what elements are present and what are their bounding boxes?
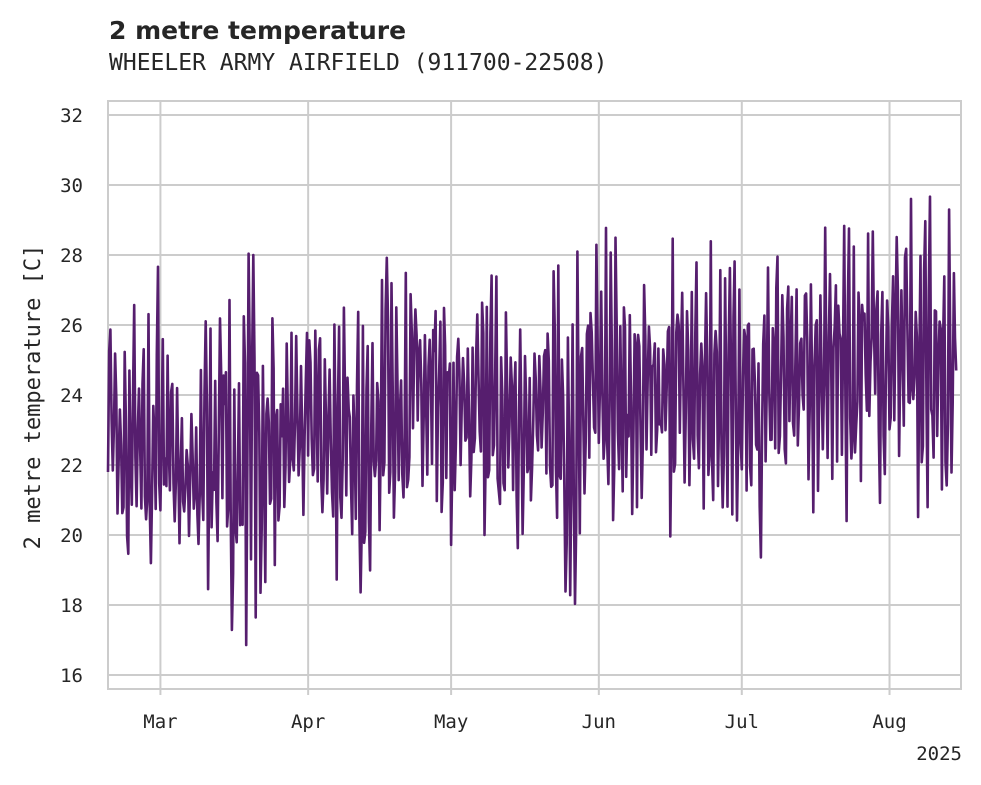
y-tick-label: 22 [60, 455, 83, 477]
y-tick-label: 28 [60, 245, 83, 267]
x-tick-label: Apr [291, 711, 325, 733]
y-tick-labels: 16 18 20 22 24 26 28 30 32 [60, 105, 83, 687]
y-tick-label: 18 [60, 595, 83, 617]
x-tick-label: Mar [143, 711, 177, 733]
y-tick-label: 16 [60, 665, 83, 687]
year-label: 2025 [916, 743, 962, 765]
y-tick-label: 32 [60, 105, 83, 127]
series-group [106, 195, 958, 647]
y-tick-label: 20 [60, 525, 83, 547]
x-tick-label: Aug [872, 711, 906, 733]
x-tick-labels: Mar Apr May Jun Jul Aug [143, 711, 906, 733]
x-tick-label: May [434, 711, 468, 733]
x-tick-label: Jun [582, 711, 616, 733]
temperature-series-line [106, 195, 958, 647]
y-tick-label: 30 [60, 175, 83, 197]
y-tick-label: 24 [60, 385, 83, 407]
y-tick-label: 26 [60, 315, 83, 337]
chart-title: 2 metre temperature [109, 16, 407, 45]
y-axis-label: 2 metre temperature [C] [21, 245, 46, 550]
x-tick-label: Jul [725, 711, 759, 733]
chart-subtitle: WHEELER ARMY AIRFIELD (911700-22508) [109, 50, 608, 76]
